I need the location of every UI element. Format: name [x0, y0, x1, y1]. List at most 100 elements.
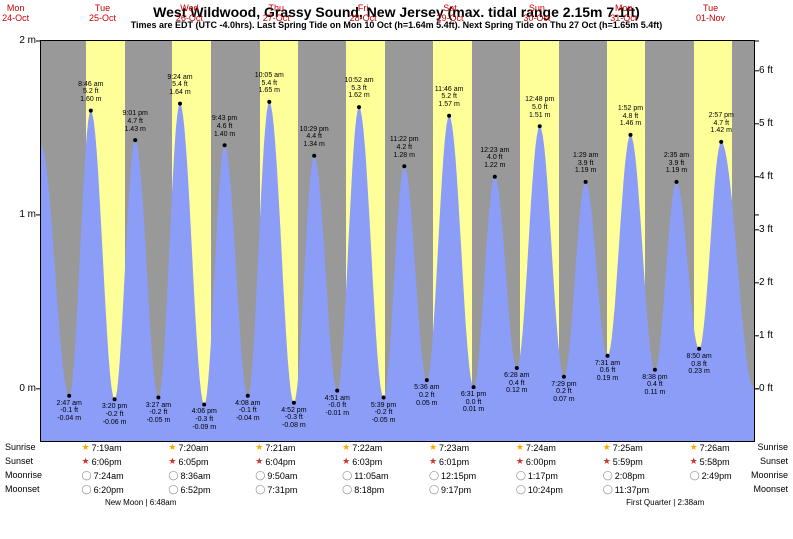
sunset-item: ★6:00pm	[516, 456, 556, 467]
moon-icon: ◯	[255, 484, 265, 495]
sun-icon: ★	[168, 442, 176, 453]
moonset-label-left: Moonset	[5, 484, 40, 494]
sun-icon: ★	[429, 442, 437, 453]
moonrise-label-right: Moonrise	[751, 470, 788, 480]
sunset-label-left: Sunset	[5, 456, 33, 466]
astro-section: Sunrise Sunrise ★7:19am★7:20am★7:21am★7:…	[0, 442, 793, 498]
tide-label: 10:29 pm4.4 ft1.34 m	[300, 126, 329, 149]
tide-label: 4:06 pm-0.3 ft-0.09 m	[192, 408, 217, 431]
day-header: Mon24-Oct	[0, 3, 56, 23]
tide-label: 12:48 pm5.0 ft1.51 m	[525, 96, 554, 119]
moon-icon: ◯	[429, 484, 439, 495]
moonrise-item: ◯2:08pm	[603, 470, 645, 481]
tide-label: 2:57 pm4.7 ft1.42 m	[709, 112, 734, 135]
moonset-item: ◯6:20pm	[82, 484, 124, 495]
y-tick-ft: 6 ft	[759, 65, 784, 76]
tide-label: 8:46 am5.2 ft1.60 m	[78, 81, 103, 104]
y-tick-ft: 3 ft	[759, 224, 784, 235]
moonset-item: ◯6:52pm	[168, 484, 210, 495]
sunrise-label-right: Sunrise	[757, 442, 788, 452]
tide-label: 12:23 am4.0 ft1.22 m	[480, 147, 509, 170]
sunset-icon: ★	[690, 456, 698, 467]
moonset-label-right: Moonset	[753, 484, 788, 494]
y-tick-m: 1 m	[11, 209, 36, 220]
tide-label: 9:43 pm4.6 ft1.40 m	[212, 115, 237, 138]
moon-icon: ◯	[168, 470, 178, 481]
sunset-item: ★5:58pm	[690, 456, 730, 467]
moon-icon: ◯	[516, 470, 526, 481]
y-tick-ft: 1 ft	[759, 330, 784, 341]
y-tick-ft: 0 ft	[759, 383, 784, 394]
y-tick-m: 2 m	[11, 35, 36, 46]
tide-label: 10:52 am5.3 ft1.62 m	[344, 77, 373, 100]
moonrise-item: ◯7:24am	[82, 470, 124, 481]
day-header: Tue25-Oct	[63, 3, 143, 23]
tide-label: 8:38 pm0.4 ft0.11 m	[642, 374, 667, 397]
moonrise-item: ◯12:15pm	[429, 470, 476, 481]
tide-label: 1:52 pm4.8 ft1.46 m	[618, 105, 643, 128]
moon-phase: New Moon | 6:48am	[105, 498, 176, 507]
sun-icon: ★	[255, 442, 263, 453]
moonset-item: ◯9:17pm	[429, 484, 471, 495]
sunset-item: ★6:01pm	[429, 456, 469, 467]
sun-icon: ★	[82, 442, 90, 453]
tide-label: 4:52 pm-0.3 ft-0.08 m	[281, 407, 306, 430]
day-header: Sun30-Oct	[497, 3, 577, 23]
tide-label: 9:01 pm4.7 ft1.43 m	[123, 110, 148, 133]
chart-wrap: Mon24-OctTue25-OctWed26-OctThu27-OctFri2…	[0, 40, 793, 442]
tide-label: 2:35 am3.9 ft1.19 m	[664, 152, 689, 175]
sunrise-item: ★7:22am	[342, 442, 382, 453]
sun-icon: ★	[342, 442, 350, 453]
moon-icon: ◯	[82, 470, 92, 481]
sunset-icon: ★	[82, 456, 90, 467]
moonrise-item: ◯8:36am	[168, 470, 210, 481]
sunset-row: Sunset Sunset ★6:06pm★6:05pm★6:04pm★6:03…	[0, 456, 793, 470]
moonrise-row: Moonrise Moonrise ◯7:24am◯8:36am◯9:50am◯…	[0, 470, 793, 484]
y-tick-ft: 2 ft	[759, 277, 784, 288]
tide-label: 1:29 am3.9 ft1.19 m	[573, 152, 598, 175]
moon-icon: ◯	[603, 470, 613, 481]
sunset-item: ★6:04pm	[255, 456, 295, 467]
sunset-icon: ★	[603, 456, 611, 467]
tide-label: 6:31 pm0.0 ft0.01 m	[461, 391, 486, 414]
sunset-icon: ★	[168, 456, 176, 467]
moonset-row: Moonset Moonset ◯6:20pm ◯6:52pm ◯7:31pm ◯8:…	[0, 484, 793, 498]
sunrise-item: ★7:19am	[82, 442, 122, 453]
tide-label: 4:08 am-0.1 ft-0.04 m	[235, 400, 260, 423]
sunrise-label-left: Sunrise	[5, 442, 36, 452]
moonrise-item: ◯2:49pm	[690, 470, 732, 481]
tide-label: 3:20 pm-0.2 ft-0.06 m	[102, 403, 127, 426]
moon-icon: ◯	[342, 484, 352, 495]
day-header: Wed26-Oct	[149, 3, 229, 23]
chart-area: Mon24-OctTue25-OctWed26-OctThu27-OctFri2…	[40, 40, 755, 442]
sunrise-item: ★7:25am	[603, 442, 643, 453]
tide-label: 11:22 pm4.2 ft1.28 m	[390, 136, 419, 159]
sunset-item: ★6:06pm	[82, 456, 122, 467]
moonrise-item: ◯1:17pm	[516, 470, 558, 481]
moonrise-label-left: Moonrise	[5, 470, 42, 480]
tide-label: 9:24 am5.4 ft1.64 m	[167, 74, 192, 97]
sun-icon: ★	[603, 442, 611, 453]
sunrise-item: ★7:26am	[690, 442, 730, 453]
day-header: Tue01-Nov	[671, 3, 751, 23]
moon-icon: ◯	[690, 470, 700, 481]
tide-label: 2:47 am-0.1 ft-0.04 m	[57, 400, 82, 423]
sun-icon: ★	[690, 442, 698, 453]
sunrise-item: ★7:21am	[255, 442, 295, 453]
sunrise-item: ★7:23am	[429, 442, 469, 453]
moonset-item: ◯7:31pm	[255, 484, 297, 495]
sunrise-item: ★7:24am	[516, 442, 556, 453]
tide-label: 8:50 am0.8 ft0.23 m	[686, 353, 711, 376]
tide-label: 5:36 am0.2 ft0.05 m	[414, 384, 439, 407]
tide-label: 5:39 pm-0.2 ft-0.05 m	[371, 402, 396, 425]
tide-label: 4:51 am-0.0 ft-0.01 m	[325, 395, 350, 418]
sunset-item: ★6:05pm	[168, 456, 208, 467]
sunset-item: ★6:03pm	[342, 456, 382, 467]
moonset-item: ◯10:24pm	[516, 484, 563, 495]
moonrise-item: ◯11:05am	[342, 470, 388, 481]
sun-icon: ★	[516, 442, 524, 453]
moonset-item: ◯8:18pm	[342, 484, 384, 495]
day-header: Sat29-Oct	[410, 3, 490, 23]
y-tick-ft: 4 ft	[759, 171, 784, 182]
moon-icon: ◯	[603, 484, 613, 495]
